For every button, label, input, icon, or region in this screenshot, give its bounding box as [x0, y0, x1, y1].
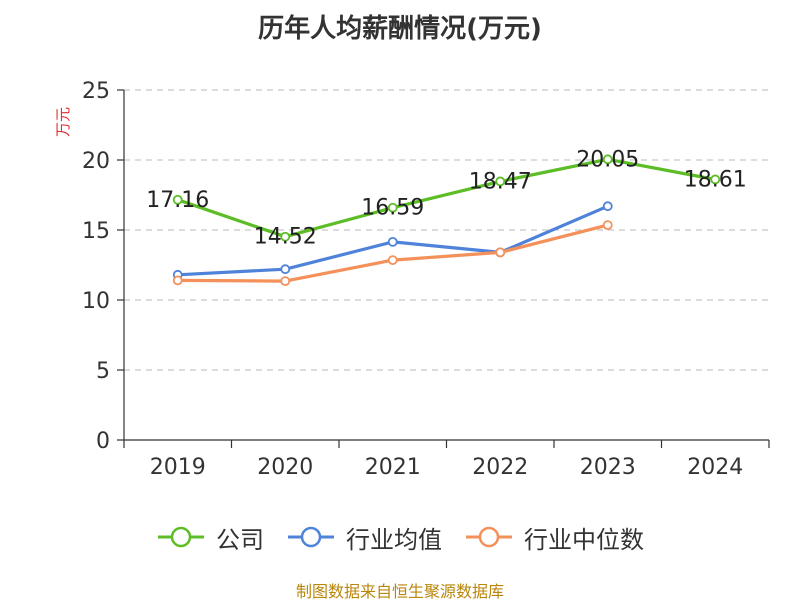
- legend-swatch: [288, 526, 334, 548]
- data-point: [280, 264, 291, 275]
- source-note: 制图数据来自恒生聚源数据库: [295, 582, 504, 601]
- legend-swatch: [466, 526, 512, 548]
- legend: 公司 行业均值 行业中位数: [0, 520, 800, 554]
- x-tick-label: 2019: [150, 455, 206, 480]
- grid-layer: [124, 89, 769, 371]
- y-tick-label: 15: [82, 219, 110, 244]
- legend-marker: [300, 526, 322, 548]
- y-tick-label: 0: [96, 429, 110, 454]
- series-line-0: [176, 157, 717, 239]
- x-tick-label: 2024: [687, 455, 743, 480]
- data-point: [387, 202, 398, 213]
- legend-label: 行业均值: [346, 525, 442, 554]
- y-tick-label: 25: [82, 79, 110, 104]
- data-label: 16.59: [361, 196, 424, 221]
- data-point: [602, 220, 613, 231]
- y-tick-label: 5: [96, 359, 110, 384]
- y-tick-label: 10: [82, 289, 110, 314]
- legend-item[interactable]: 行业中位数: [464, 520, 644, 555]
- legend-item[interactable]: 行业均值: [286, 520, 442, 555]
- x-tick-label: 2021: [365, 455, 421, 480]
- x-tick-label: 2022: [472, 455, 528, 480]
- legend-swatch: [158, 526, 204, 548]
- data-label: 17.16: [146, 188, 209, 213]
- data-point: [602, 201, 613, 212]
- legend-label: 行业中位数: [524, 525, 644, 554]
- axis-layer: 0 5 10 15 20 25 2019 2020 2021 2022 2023 2024 万元: [54, 79, 770, 480]
- legend-item[interactable]: 公司: [156, 520, 264, 555]
- data-label: 18.61: [684, 167, 747, 192]
- data-point: [495, 176, 506, 187]
- data-point: [280, 276, 291, 287]
- y-tick-label: 20: [82, 149, 110, 174]
- legend-marker: [478, 526, 500, 548]
- y-axis-label: 万元: [54, 107, 72, 137]
- data-point: [172, 275, 183, 286]
- data-point: [172, 194, 183, 205]
- data-label: 18.47: [469, 169, 532, 194]
- data-point: [495, 247, 506, 258]
- data-point: [387, 236, 398, 247]
- data-point: [387, 255, 398, 266]
- x-tick-label: 2020: [257, 455, 313, 480]
- series-layer: [172, 154, 721, 287]
- label-layer: 17.16 14.52 16.59 18.47 20.05 18.61: [146, 147, 746, 249]
- x-tick-label: 2023: [580, 455, 636, 480]
- legend-label: 公司: [216, 525, 264, 554]
- legend-marker: [170, 526, 192, 548]
- data-point: [710, 174, 721, 185]
- data-point: [602, 154, 613, 165]
- data-label: 14.52: [254, 225, 317, 250]
- data-label: 20.05: [576, 147, 639, 172]
- chart-title: 历年人均薪酬情况(万元): [258, 14, 542, 44]
- data-point: [280, 231, 291, 242]
